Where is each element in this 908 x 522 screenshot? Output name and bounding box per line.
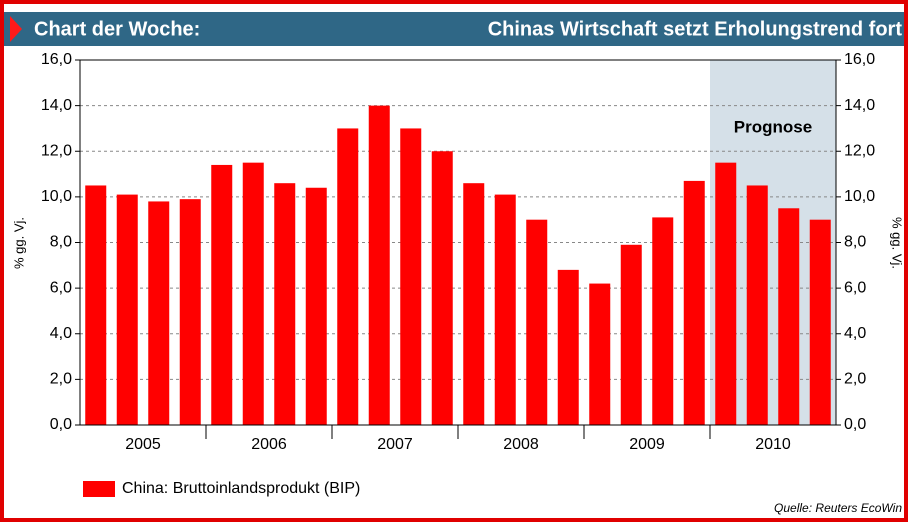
header-title: Chinas Wirtschaft setzt Erholungstrend f… — [488, 18, 903, 40]
bar — [400, 128, 422, 425]
bar — [305, 187, 327, 425]
y2-tick-label: 10,0 — [844, 188, 875, 205]
bar — [494, 194, 516, 425]
y-axis-label: % gg. Vj. — [11, 217, 26, 269]
y2-tick-label: 8,0 — [844, 234, 866, 251]
bar — [620, 244, 642, 425]
bar — [148, 201, 170, 425]
bar — [778, 208, 800, 425]
bar — [179, 199, 201, 425]
y-tick-label: 14,0 — [41, 97, 72, 114]
bar — [589, 283, 611, 425]
bar — [274, 183, 296, 425]
y-tick-label: 16,0 — [41, 51, 72, 68]
y-tick-label: 2,0 — [50, 371, 72, 388]
x-tick-label: 2005 — [125, 436, 161, 453]
x-tick-label: 2009 — [629, 436, 665, 453]
bar — [463, 183, 485, 425]
y-tick-label: 6,0 — [50, 279, 72, 296]
y2-tick-label: 0,0 — [844, 416, 866, 433]
header-bar — [4, 12, 904, 46]
bar — [431, 151, 453, 425]
legend-label: China: Bruttoinlandsprodukt (BIP) — [122, 480, 360, 497]
bar — [652, 217, 674, 425]
y2-tick-label: 4,0 — [844, 325, 866, 342]
y2-tick-label: 2,0 — [844, 371, 866, 388]
y-tick-label: 0,0 — [50, 416, 72, 433]
x-tick-label: 2008 — [503, 436, 539, 453]
y-tick-label: 12,0 — [41, 142, 72, 159]
header-label: Chart der Woche: — [34, 18, 200, 40]
bar — [337, 128, 359, 425]
bar — [715, 162, 737, 425]
y-tick-label: 10,0 — [41, 188, 72, 205]
bar — [116, 194, 138, 425]
y-tick-label: 8,0 — [50, 234, 72, 251]
x-tick-label: 2006 — [251, 436, 287, 453]
bar — [526, 219, 548, 425]
bar — [242, 162, 264, 425]
legend-swatch — [83, 481, 115, 497]
y2-tick-label: 16,0 — [844, 51, 875, 68]
bar — [746, 185, 768, 425]
annotation: Prognose — [734, 117, 812, 136]
y2-tick-label: 6,0 — [844, 279, 866, 296]
bar — [368, 105, 390, 425]
y2-axis-label: % gg. Vj. — [890, 217, 905, 269]
source: Quelle: Reuters EcoWin — [774, 501, 902, 515]
y2-tick-label: 12,0 — [844, 142, 875, 159]
bar — [557, 269, 579, 425]
header-arrow — [10, 16, 22, 42]
bar — [211, 164, 233, 425]
x-tick-label: 2010 — [755, 436, 791, 453]
y2-tick-label: 14,0 — [844, 97, 875, 114]
bar — [809, 219, 831, 425]
y-tick-label: 4,0 — [50, 325, 72, 342]
x-tick-label: 2007 — [377, 436, 413, 453]
bar — [85, 185, 107, 425]
bar — [683, 180, 705, 425]
